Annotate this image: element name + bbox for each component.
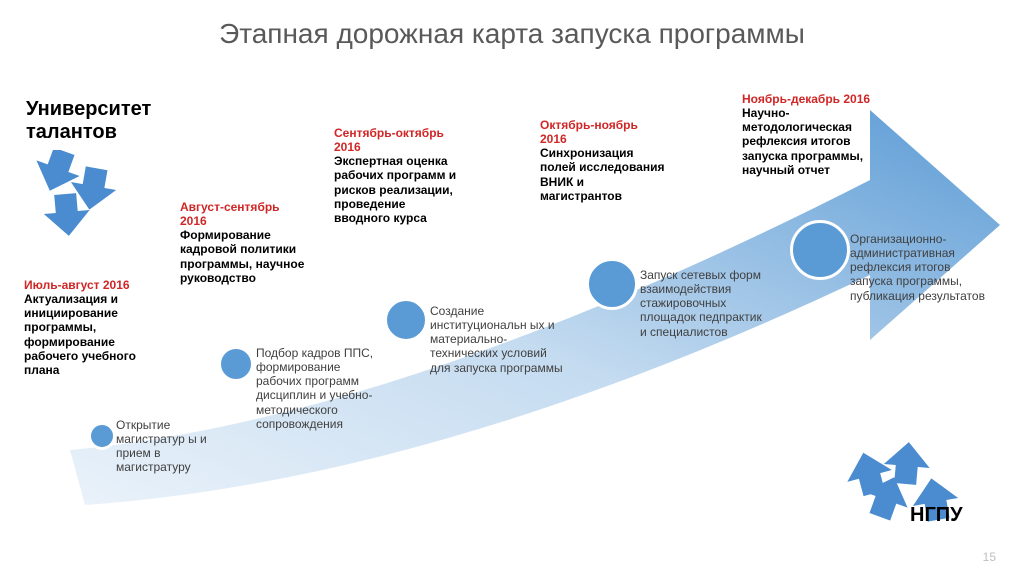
milestone-top-2: Сентябрь-октябрь 2016Экспертная оценка р… [334,126,464,225]
milestone-circle-4 [790,220,850,280]
milestone-top-3: Октябрь-ноябрь 2016Синхронизация полей и… [540,118,666,203]
slide-root: { "title": { "text": "Этапная дорожная к… [0,0,1024,576]
milestone-text: Синхронизация полей исследования ВНИК и … [540,146,666,203]
milestone-bottom-4: Организационно-административная рефлекси… [850,232,996,303]
milestone-top-4: Ноябрь-декабрь 2016Научно-методологическ… [742,92,882,177]
milestone-bottom-0: Открытие магистратур ы и прием в магистр… [116,418,216,475]
milestone-bottom-2: Создание институциональн ых и материальн… [430,304,566,375]
subtitle-left: Университет талантов [26,98,186,144]
milestone-circle-0 [88,422,116,450]
subtitle-right: НГПУ [910,504,963,527]
milestone-top-0: Июль-август 2016Актуализация и иницииров… [24,278,164,377]
milestone-date: Сентябрь-октябрь 2016 [334,126,464,154]
milestone-text: Экспертная оценка рабочих программ и рис… [334,154,464,225]
milestone-text: Актуализация и инициирование программы, … [24,292,164,377]
milestone-bottom-3: Запуск сетевых форм взаимодействия стажи… [640,268,770,339]
milestone-top-1: Август-сентябрь 2016Формирование кадрово… [180,200,308,285]
arrow-cluster-top-left [26,150,146,240]
page-title: Этапная дорожная карта запуска программы [0,18,1024,50]
milestone-circle-1 [218,346,254,382]
milestone-text: Формирование кадровой политики программы… [180,228,308,285]
milestone-date: Ноябрь-декабрь 2016 [742,92,882,106]
milestone-date: Июль-август 2016 [24,278,164,292]
milestone-circle-2 [384,298,428,342]
milestone-date: Октябрь-ноябрь 2016 [540,118,666,146]
milestone-bottom-1: Подбор кадров ППС, формирование рабочих … [256,346,382,431]
milestone-circle-3 [586,258,638,310]
milestone-text: Научно-методологическая рефлексия итогов… [742,106,882,177]
page-number: 15 [983,550,996,564]
milestone-date: Август-сентябрь 2016 [180,200,308,228]
